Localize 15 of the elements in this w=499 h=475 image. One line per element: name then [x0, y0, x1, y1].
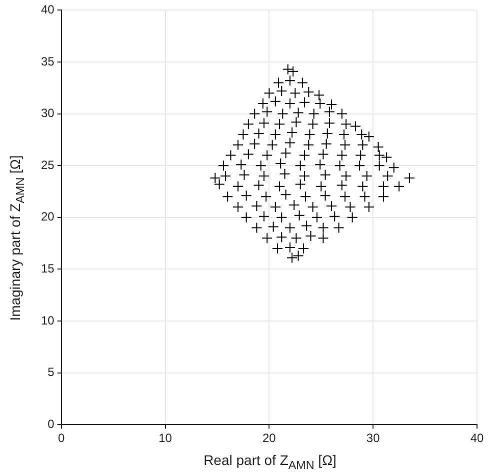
x-tick-label: 0	[58, 431, 66, 446]
y-tick-label: 10	[40, 313, 55, 328]
y-tick-label: 15	[40, 262, 55, 276]
y-tick-label: 35	[40, 54, 55, 68]
y-tick-label: 40	[40, 2, 55, 17]
x-tick-label: 30	[366, 431, 380, 446]
y-tick-label: 5	[48, 365, 55, 380]
x-tick-label: 10	[158, 431, 172, 446]
x-tick-label: 20	[262, 431, 276, 446]
y-tick-label: 25	[40, 158, 55, 172]
y-tick-label: 20	[40, 210, 55, 224]
x-axis-title: Real part of Z$_{AMN}$ [Ω]	[202, 452, 338, 472]
x-tick-label: 40	[470, 431, 484, 446]
y-tick-label: 0	[48, 416, 55, 431]
y-tick-label: 30	[40, 106, 55, 120]
